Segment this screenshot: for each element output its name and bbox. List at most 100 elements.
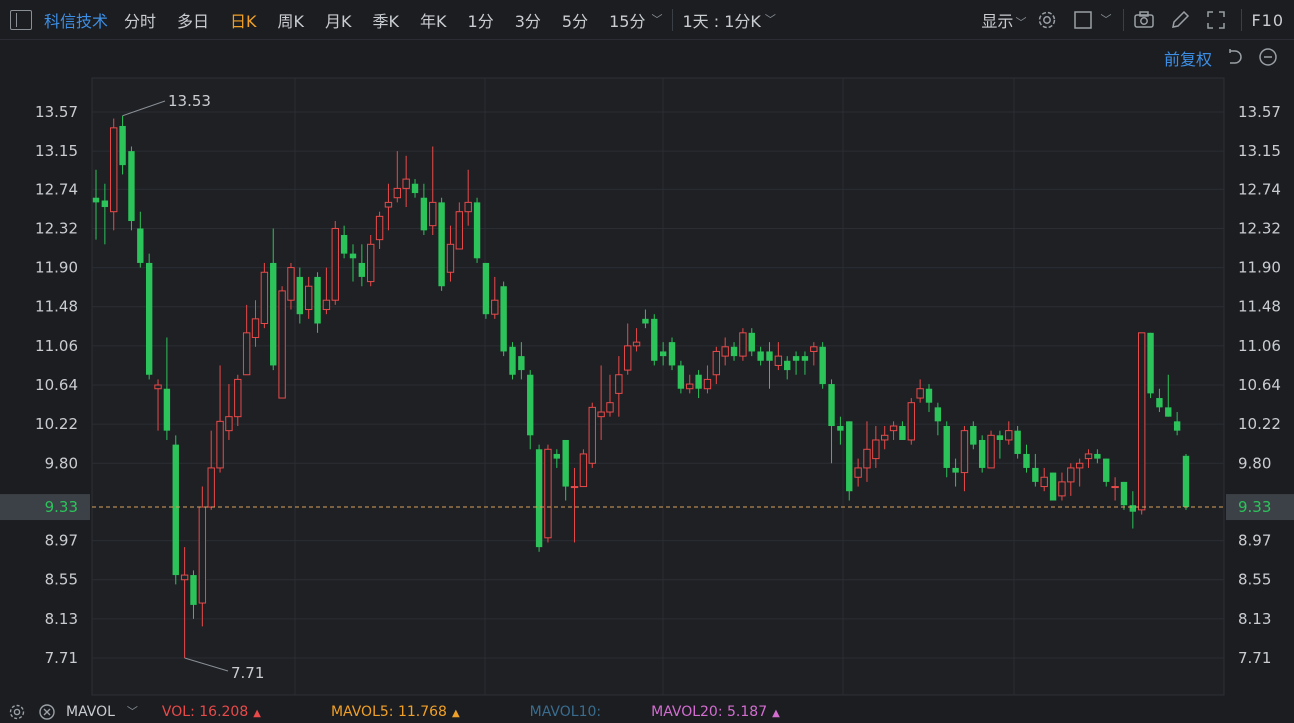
candle [668, 337, 676, 371]
tab-intraday[interactable]: 分时 [124, 11, 157, 31]
indicator-name[interactable]: MAVOL [66, 703, 115, 720]
candle [907, 398, 915, 445]
price-tick-label: 8.55 [1238, 571, 1271, 589]
chevron-down-icon[interactable]: ﹀ [764, 12, 776, 26]
candle-body [792, 356, 800, 361]
candle-body [1129, 505, 1137, 512]
adjust-mode-button[interactable]: 前复权 [1163, 50, 1212, 69]
candle-body [659, 351, 667, 357]
tab-15min[interactable]: 15分 [609, 11, 646, 31]
candle [455, 202, 464, 250]
tab-3min[interactable]: 3分 [514, 11, 541, 31]
candle [340, 225, 348, 259]
divider [672, 8, 674, 31]
stock-name[interactable]: 科信技术 [44, 11, 109, 31]
candle [1111, 477, 1119, 501]
zoom-out-icon[interactable] [1258, 47, 1278, 67]
tab-weekly-k[interactable]: 周K [277, 11, 305, 31]
price-tick-label: 8.55 [45, 571, 78, 589]
candle-body [748, 332, 755, 352]
extreme-annotations: 13.53 7.71 [122, 92, 264, 682]
price-tick-label: 9.33 [1238, 498, 1271, 516]
candle [420, 183, 428, 235]
candle [482, 262, 490, 319]
chevron-down-icon[interactable]: ﹀ [651, 12, 663, 26]
f10-button[interactable]: F10 [1251, 10, 1284, 30]
chevron-down-icon[interactable]: ﹀ [126, 704, 138, 718]
candle-body [907, 402, 915, 441]
candle [1103, 458, 1110, 487]
display-menu[interactable]: 显示 ﹀ [981, 12, 1027, 31]
gear-icon[interactable] [1036, 9, 1058, 31]
candle-body [632, 341, 641, 347]
candle-body [801, 356, 809, 361]
pencil-icon[interactable] [1169, 9, 1191, 31]
candle-body [1120, 481, 1128, 506]
candle-body [429, 201, 437, 227]
tab-quarterly-k[interactable]: 季K [372, 11, 400, 31]
price-tick-label: 10.64 [1238, 376, 1281, 394]
candlestick-chart[interactable]: 13.57 13.15 12.74 12.32 11.90 11.48 11.06 10.64… [0, 40, 1294, 700]
candle-body [889, 425, 898, 432]
camera-icon[interactable] [1133, 9, 1155, 31]
chevron-down-icon[interactable]: ﹀ [1100, 13, 1112, 26]
candle [757, 346, 764, 366]
price-tick-label: 7.71 [45, 649, 78, 667]
candle-body [340, 234, 348, 254]
candle-body [251, 318, 260, 338]
candle [1023, 444, 1030, 473]
candle [402, 155, 410, 208]
candle [615, 356, 623, 417]
candle-body [287, 267, 295, 301]
candle-body [863, 448, 871, 469]
candle-body [358, 262, 366, 277]
undo-icon[interactable] [1224, 47, 1244, 67]
candle-body [420, 197, 428, 231]
candle-body [978, 439, 986, 468]
tab-1min[interactable]: 1分 [467, 11, 494, 31]
candle-body [473, 202, 481, 259]
candle [642, 309, 649, 329]
checkbox-icon[interactable] [1072, 9, 1094, 31]
tab-5min[interactable]: 5分 [561, 11, 589, 31]
candle-body [270, 262, 277, 366]
candle [588, 402, 596, 468]
candle [784, 356, 791, 380]
candle-body [509, 346, 516, 375]
price-tick-label: 8.97 [45, 532, 78, 550]
price-tick-label: 11.90 [35, 259, 78, 277]
close-icon[interactable] [38, 703, 56, 721]
candle [925, 384, 933, 413]
price-axis-right: 13.57 13.15 12.74 12.32 11.90 11.48 11.06 10.64… [1226, 103, 1294, 667]
candle [1094, 449, 1101, 464]
candle-body [624, 345, 632, 371]
candle [846, 421, 853, 501]
price-tick-label: 13.15 [1238, 142, 1281, 160]
candle-body [1156, 398, 1163, 408]
divider [1241, 9, 1243, 31]
candle-body [110, 127, 118, 213]
candle [216, 365, 224, 473]
candle [322, 267, 331, 315]
gear-icon[interactable] [8, 703, 26, 721]
tab-multi-day[interactable]: 多日 [177, 11, 210, 31]
candle-body [464, 201, 472, 213]
candle-body [588, 406, 596, 464]
tab-monthly-k[interactable]: 月K [325, 11, 352, 31]
candle-body [242, 332, 251, 376]
candle [128, 146, 135, 231]
tab-daily-k[interactable]: 日K [230, 11, 257, 31]
candle [270, 228, 277, 371]
candle [1040, 467, 1048, 492]
range-selector[interactable]: 1天 : 1分K [682, 11, 761, 31]
sidebar-toggle-icon[interactable] [10, 9, 32, 30]
tab-yearly-k[interactable]: 年K [420, 11, 447, 31]
candle-body [535, 449, 543, 548]
candle-body [544, 448, 552, 539]
candle [1005, 421, 1013, 445]
price-tick-label: 8.97 [1238, 532, 1271, 550]
fullscreen-icon[interactable] [1205, 9, 1227, 31]
candle [570, 467, 579, 543]
candle-body [757, 351, 764, 361]
candle [190, 570, 197, 619]
